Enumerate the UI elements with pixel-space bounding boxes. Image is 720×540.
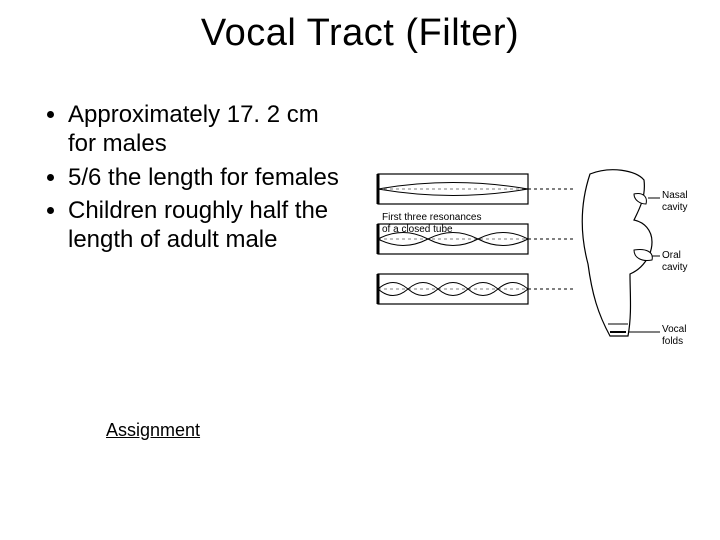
slide-title: Vocal Tract (Filter) — [0, 12, 720, 55]
svg-text:Nasal: Nasal — [662, 190, 688, 201]
list-item: 5/6 the length for females — [68, 163, 350, 192]
list-item: Approximately 17. 2 cm for males — [68, 100, 350, 159]
svg-text:of a closed tube: of a closed tube — [382, 224, 453, 235]
svg-text:Oral: Oral — [662, 250, 681, 261]
svg-text:cavity: cavity — [662, 262, 688, 273]
vocal-tract-diagram: First three resonancesof a closed tube Na… — [370, 164, 700, 364]
svg-text:cavity: cavity — [662, 202, 688, 213]
svg-text:Vocal: Vocal — [662, 324, 686, 335]
svg-text:First three resonances: First three resonances — [382, 212, 482, 223]
list-item: Children roughly half the length of adul… — [68, 196, 350, 255]
assignment-link[interactable]: Assignment — [106, 420, 200, 441]
bullet-list: Approximately 17. 2 cm for males 5/6 the… — [40, 100, 350, 258]
svg-text:folds: folds — [662, 336, 683, 347]
